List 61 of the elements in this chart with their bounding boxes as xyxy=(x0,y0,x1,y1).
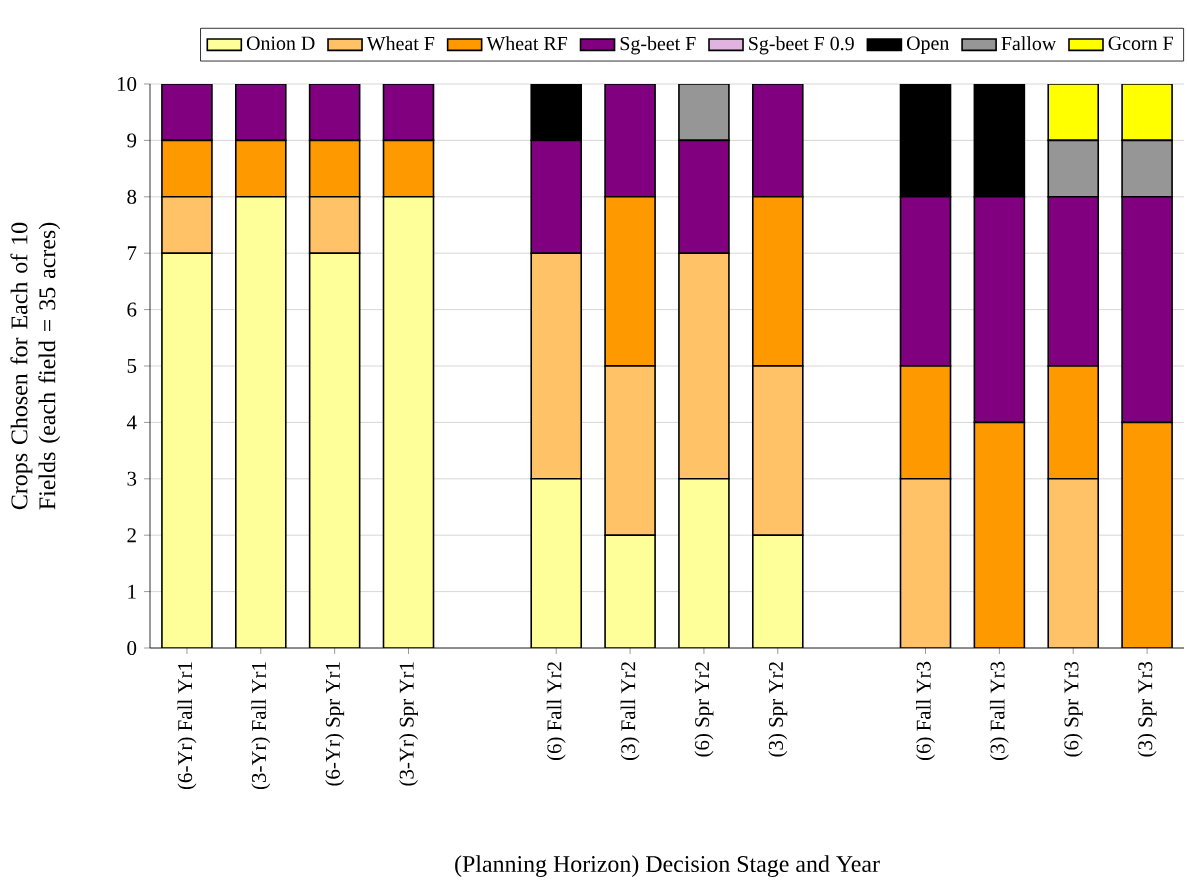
bar xyxy=(382,196,435,648)
x-tick-label: (6) Spr Yr3 xyxy=(1063,661,1083,757)
x-tick-label: (6) Fall Yr2 xyxy=(546,662,566,761)
y-tick-label: 0 xyxy=(127,640,137,656)
bar xyxy=(234,139,287,198)
bar xyxy=(604,534,656,648)
x-tick-label: (6) Fall Yr3 xyxy=(916,661,935,761)
bar xyxy=(308,139,361,198)
y-tick-label: 2 xyxy=(127,528,136,543)
bar xyxy=(161,139,213,198)
bar xyxy=(678,252,730,480)
bar xyxy=(530,252,583,480)
y-tick-label: 5 xyxy=(127,359,137,373)
bar xyxy=(1047,83,1100,142)
legend-label: Fallow xyxy=(1001,36,1057,51)
y-axis-title: Crops Chosen for Each of 10 Fields (each field = 35 acres) xyxy=(10,222,61,510)
y-tick-label: 8 xyxy=(127,189,137,204)
bar xyxy=(751,365,804,536)
legend-label: Wheat F xyxy=(366,36,435,51)
y-tick-label: 7 xyxy=(127,246,137,261)
x-tick-label: (6-Yr) Fall Yr1 xyxy=(177,662,197,790)
bar xyxy=(1047,365,1100,480)
x-axis-title: (Planning Horizon) Decision Stage and Year xyxy=(455,855,880,878)
bar xyxy=(604,365,656,536)
bar xyxy=(234,196,287,648)
bar xyxy=(899,478,952,648)
y-tick-label: 4 xyxy=(126,415,137,430)
bar xyxy=(308,252,361,648)
x-tick-label: (3) Fall Yr3 xyxy=(989,661,1009,761)
bar xyxy=(604,196,656,367)
bar xyxy=(973,421,1026,648)
bar xyxy=(899,365,952,480)
legend-label: Sg-beet F xyxy=(620,36,696,55)
bar xyxy=(308,196,361,254)
bar xyxy=(751,534,804,648)
x-tick-label: (3-Yr) Fall Yr1 xyxy=(251,662,271,790)
bar xyxy=(530,478,583,648)
legend-label: Gcorn F xyxy=(1108,36,1173,50)
x-tick-label: (6-Yr) Spr Yr1 xyxy=(325,662,345,786)
x-tick-label: (3) Fall Yr2 xyxy=(620,662,640,761)
y-tick-label: 1 xyxy=(128,584,136,599)
bar xyxy=(382,139,435,198)
bar xyxy=(678,478,730,648)
x-tick-label: (3) Spr Yr2 xyxy=(768,662,788,757)
bar xyxy=(751,196,804,367)
x-tick-label: (3) Spr Yr3 xyxy=(1137,661,1157,757)
bar xyxy=(1121,421,1173,648)
y-tick-label: 6 xyxy=(127,302,137,317)
legend-label: Open xyxy=(906,36,950,55)
bar xyxy=(1121,83,1173,142)
x-tick-label: (6) Spr Yr2 xyxy=(694,662,714,757)
x-tick-label: (3-Yr) Spr Yr1 xyxy=(399,662,418,786)
legend-label: Onion D xyxy=(246,36,315,50)
legend-label: Sg-beet F 0.9 xyxy=(749,36,854,55)
y-tick-label: 3 xyxy=(127,471,137,486)
bar xyxy=(1047,478,1100,648)
y-tick-label: 10 xyxy=(117,76,137,92)
y-tick-label: 9 xyxy=(127,133,137,148)
bar xyxy=(161,196,213,254)
legend-label: Wheat RF xyxy=(486,36,568,51)
bar xyxy=(161,252,213,648)
